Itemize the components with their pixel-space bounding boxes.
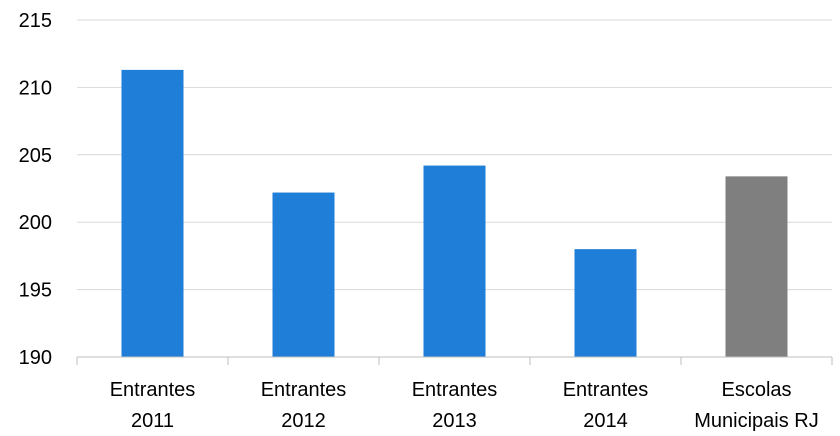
x-category-label: 2012: [281, 410, 326, 432]
bar: [272, 192, 335, 357]
x-category-label: 2011: [131, 410, 174, 432]
x-category-label: Entrantes: [563, 379, 649, 401]
x-category-label: Entrantes: [412, 379, 498, 401]
x-axis-labels: Entrantes 2011 Entrantes 2012 Entrantes 2013 E…: [110, 379, 819, 432]
y-tick-label: 195: [19, 280, 52, 302]
x-category-label: 2013: [432, 410, 477, 432]
bar: [423, 165, 486, 357]
x-category-label: Entrantes: [261, 379, 347, 401]
y-tick-label: 190: [19, 347, 52, 369]
x-category-label: 2014: [583, 410, 628, 432]
bar: [574, 249, 637, 357]
y-tick-label: 210: [19, 77, 52, 99]
x-category-label: Escolas: [721, 379, 791, 401]
y-axis-ticks: 190 195 200 205 210 215: [19, 10, 52, 369]
gridlines: [77, 19, 832, 291]
bar: [725, 176, 788, 357]
x-category-label: Municipais RJ: [694, 410, 818, 432]
bar: [121, 69, 184, 357]
y-tick-label: 200: [19, 212, 52, 234]
x-axis: [76, 356, 833, 365]
y-tick-label: 205: [19, 145, 52, 167]
bars: [121, 69, 788, 357]
x-category-label: Entrantes: [110, 379, 196, 401]
y-tick-label: 215: [19, 10, 52, 32]
